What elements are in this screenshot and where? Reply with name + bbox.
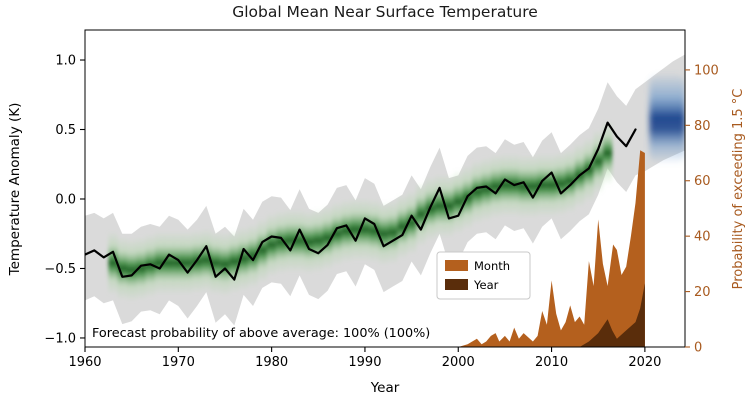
y-axis-label-right: Probability of exceeding 1.5 °C [731, 89, 746, 290]
hindcast-blob [528, 154, 538, 219]
hindcast-blob [602, 121, 613, 186]
hindcast-blob [127, 237, 137, 302]
hindcast-blob [285, 208, 295, 273]
hindcast-blob [472, 160, 482, 224]
legend-swatch-month [445, 260, 468, 271]
hindcast-blob [322, 205, 333, 270]
y-tick-right-label: 40 [694, 230, 711, 245]
y-tick-right-label: 20 [694, 285, 711, 300]
hindcast-blob [397, 194, 407, 259]
hindcast-blob [304, 210, 314, 274]
hindcast-blob [220, 232, 230, 297]
chart-title: Global Mean Near Surface Temperature [232, 3, 538, 21]
hindcast-blob [388, 200, 398, 265]
x-tick-label: 1980 [255, 355, 288, 370]
hindcast-blob [117, 236, 127, 301]
hindcast-blob [416, 182, 426, 247]
hindcast-blob [136, 236, 146, 301]
hindcast-blob [229, 229, 239, 294]
x-tick-label: 1990 [348, 355, 381, 370]
plot-layers [85, 54, 685, 347]
hindcast-blob [360, 197, 370, 262]
hindcast-blob [145, 233, 155, 298]
year-probability-area [579, 283, 645, 347]
forecast-annotation: Forecast probability of above average: 1… [92, 326, 430, 341]
hindcast-blob [537, 153, 547, 217]
hindcast-blob [518, 154, 529, 219]
hindcast-blob [238, 226, 249, 291]
axes: 1960 1970 1980 1990 2000 2010 2020 −1.0 −0.5 0.0 0… [44, 29, 719, 370]
legend-label-year: Year [473, 278, 499, 292]
hindcast-blob [490, 154, 501, 219]
x-tick-label: 1960 [68, 355, 101, 370]
hindcast-blob [257, 218, 267, 283]
hindcast-blob [248, 224, 258, 288]
x-tick-label: 2010 [535, 355, 568, 370]
hindcast-blob [481, 157, 491, 222]
observed-temperature-line [85, 121, 637, 281]
hindcast-blob [341, 199, 351, 263]
hindcast-blob [332, 201, 342, 266]
hindcast-blob [434, 174, 445, 238]
y-tick-right-label: 0 [694, 341, 702, 356]
y-tick-left-label: −1.0 [44, 331, 76, 346]
y-axis-label-left: Temperature Anomaly (K) [7, 103, 23, 277]
y-tick-right-label: 60 [694, 174, 711, 189]
plot-border [84, 29, 686, 348]
y-tick-left-label: 0.0 [55, 192, 76, 207]
x-axis-label: Year [370, 380, 400, 396]
hindcast-blob [406, 190, 417, 255]
y-tick-right-label: 100 [694, 63, 719, 78]
hindcast-blob [201, 228, 211, 293]
hindcast-blob [453, 169, 463, 234]
hindcast-blob [556, 151, 566, 216]
hindcast-blob [565, 149, 575, 213]
x-tick-label: 2000 [442, 355, 475, 370]
hindcast-blob [294, 208, 305, 273]
hindcast-blob [210, 231, 221, 295]
hindcast-blob [266, 212, 277, 277]
y-tick-left-label: −0.5 [44, 262, 76, 277]
hindcast-blob [350, 197, 361, 262]
hindcast-blob [444, 174, 454, 238]
hindcast-blob [546, 153, 557, 217]
x-tick-label: 2020 [628, 355, 661, 370]
hindcast-blob [500, 153, 510, 217]
hindcast-blob [108, 231, 118, 295]
legend: Month Year [436, 251, 531, 300]
legend-label-month: Month [474, 259, 510, 273]
hindcast-blob [369, 199, 379, 263]
hindcast-blob [182, 231, 193, 295]
y-tick-right-label: 80 [694, 119, 711, 134]
hindcast-blob [378, 201, 389, 266]
y-tick-left-label: 0.5 [55, 123, 76, 138]
legend-swatch-year [445, 279, 468, 290]
month-probability-area [458, 150, 645, 347]
hindcast-blob [164, 231, 174, 295]
hindcast-blob [313, 208, 323, 273]
y-tick-left-label: 1.0 [55, 54, 76, 69]
hindcast-blob [173, 231, 183, 295]
x-tick-label: 1970 [162, 355, 195, 370]
hindcast-blob [593, 129, 603, 194]
forecast-distribution [649, 73, 685, 165]
hindcast-blob [155, 231, 165, 295]
hindcast-blob [276, 210, 286, 274]
